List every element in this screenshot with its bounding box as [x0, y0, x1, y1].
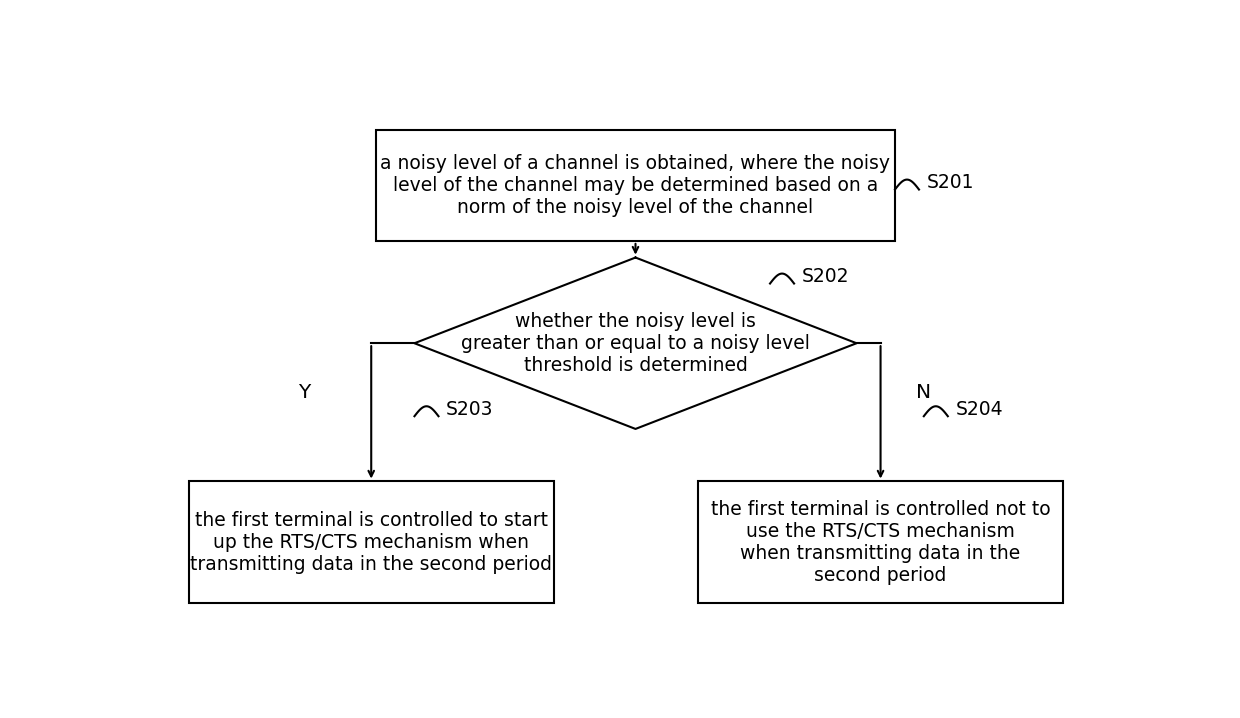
- FancyBboxPatch shape: [188, 482, 554, 603]
- Text: whether the noisy level is
greater than or equal to a noisy level
threshold is d: whether the noisy level is greater than …: [461, 312, 810, 375]
- Polygon shape: [414, 258, 857, 429]
- Text: S201: S201: [926, 174, 975, 192]
- Text: N: N: [916, 383, 931, 403]
- FancyBboxPatch shape: [376, 131, 895, 241]
- Text: the first terminal is controlled to start
up the RTS/CTS mechanism when
transmit: the first terminal is controlled to star…: [190, 510, 552, 574]
- Text: S202: S202: [802, 267, 849, 286]
- Text: the first terminal is controlled not to
use the RTS/CTS mechanism
when transmitt: the first terminal is controlled not to …: [711, 500, 1050, 584]
- Text: S204: S204: [956, 400, 1003, 419]
- Text: Y: Y: [298, 383, 310, 403]
- Text: a noisy level of a channel is obtained, where the noisy
level of the channel may: a noisy level of a channel is obtained, …: [381, 154, 890, 217]
- FancyBboxPatch shape: [698, 482, 1063, 603]
- Text: S203: S203: [446, 400, 494, 419]
